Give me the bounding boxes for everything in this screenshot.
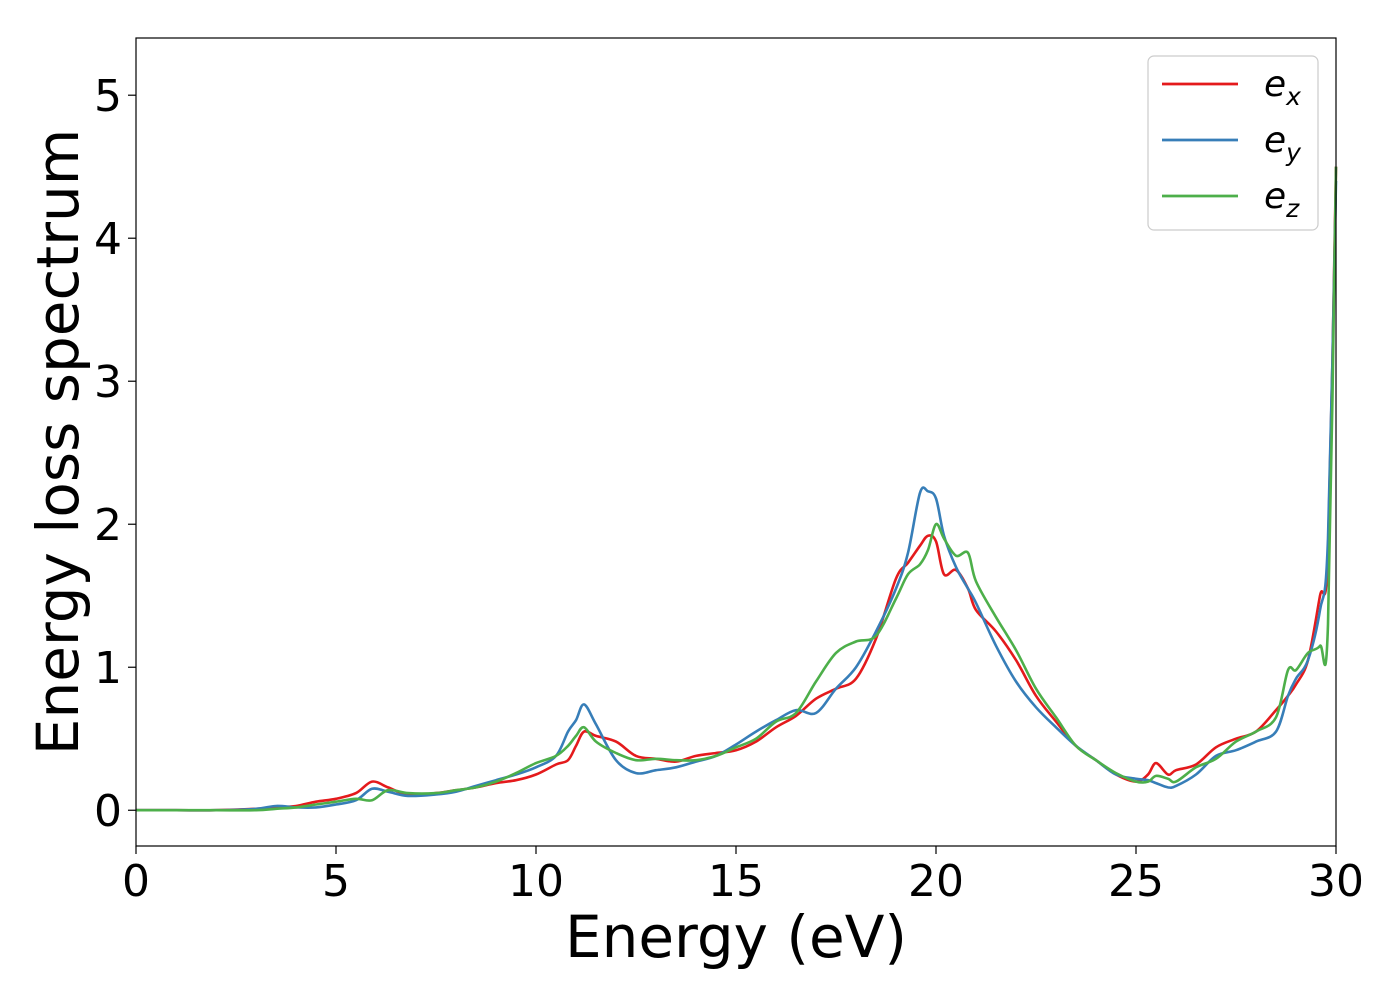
plot-background bbox=[136, 38, 1336, 846]
x-tick-label: 20 bbox=[908, 856, 964, 907]
x-axis: 0 5 10 15 20 25 30 bbox=[122, 846, 1364, 907]
x-tick-label: 0 bbox=[122, 856, 150, 907]
series-layer bbox=[136, 166, 1338, 812]
legend-label-ey: ey bbox=[1264, 120, 1302, 167]
y-tick-label: 1 bbox=[94, 643, 122, 694]
y-tick-label: 3 bbox=[94, 357, 122, 408]
x-tick-label: 5 bbox=[322, 856, 350, 907]
series-line-ez bbox=[136, 166, 1338, 812]
x-axis-label: Energy (eV) bbox=[565, 903, 907, 971]
x-tick-label: 25 bbox=[1108, 856, 1164, 907]
legend-box bbox=[1147, 55, 1319, 231]
legend: ex ey ez bbox=[1147, 55, 1319, 231]
y-axis-label: Energy loss spectrum bbox=[24, 129, 92, 755]
legend-label-ez: ez bbox=[1264, 176, 1300, 223]
y-tick-label: 4 bbox=[94, 214, 122, 265]
y-tick-label: 2 bbox=[94, 500, 122, 551]
x-tick-label: 30 bbox=[1308, 856, 1364, 907]
y-axis: 0 1 2 3 4 5 bbox=[94, 71, 136, 837]
legend-label-ex: ex bbox=[1264, 64, 1301, 111]
x-tick-label: 10 bbox=[508, 856, 564, 907]
y-tick-label: 0 bbox=[94, 786, 122, 837]
x-tick-label: 15 bbox=[708, 856, 764, 907]
y-tick-label: 5 bbox=[94, 71, 122, 122]
series-line-ey bbox=[136, 180, 1338, 812]
